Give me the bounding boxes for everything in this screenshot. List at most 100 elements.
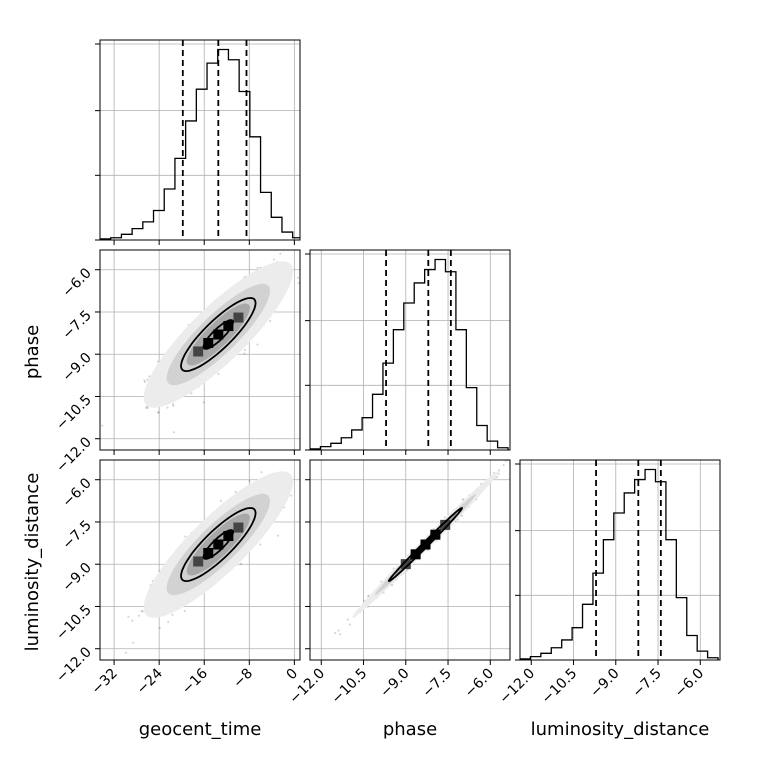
density-core: [233, 312, 244, 323]
density-core: [203, 547, 214, 558]
sample-point: [172, 431, 175, 434]
sample-point: [297, 282, 300, 285]
y-tick-label-luminosity-distance: −7.5: [59, 517, 94, 552]
sample-point: [260, 471, 263, 474]
sample-point: [101, 424, 104, 427]
x-tick-label-geocent-time: −8: [230, 666, 256, 692]
sample-point: [140, 610, 143, 613]
panel-frame: [309, 249, 511, 451]
histogram-luminosity-distance: [520, 468, 719, 660]
sample-point: [190, 392, 193, 395]
x-tick-label-luminosity-distance: −6.0: [672, 666, 707, 701]
x-axis-label-phase: phase: [383, 719, 437, 740]
contour-2-sigma: [202, 529, 234, 560]
sample-point: [243, 348, 246, 351]
x-tick-label-luminosity-distance: −10.5: [539, 666, 581, 708]
panel-luminosity-distance-histogram: −12.0 −10.5 −9.0 −7.5 −6.0: [496, 459, 721, 708]
x-tick-label-phase: −6.0: [462, 666, 497, 701]
sample-point: [184, 535, 187, 538]
sample-point: [526, 436, 528, 438]
sample-point: [346, 618, 349, 621]
sample-point: [157, 411, 160, 414]
sample-point: [141, 610, 144, 613]
x-tick-label-luminosity-distance: −12.0: [496, 666, 538, 708]
sample-point: [495, 475, 499, 479]
contour-3-sigma: [213, 329, 224, 340]
density-core: [233, 522, 244, 533]
sample-point: [217, 372, 220, 375]
sample-point: [148, 375, 151, 378]
panel-frame: [519, 459, 721, 661]
y-tick-label-phase: −9.0: [59, 350, 94, 385]
sample-point: [269, 319, 272, 323]
density-core: [193, 556, 204, 567]
y-axis-label-luminosity-distance: luminosity_distance: [22, 473, 43, 652]
sample-point: [301, 266, 303, 268]
sample-point: [167, 620, 170, 623]
contour-1-sigma: [180, 507, 257, 583]
sample-point: [157, 410, 160, 414]
contour-1-sigma: [180, 297, 257, 373]
x-tick-label-geocent-time: −32: [89, 666, 121, 698]
sample-point: [460, 514, 464, 517]
histogram-geocent-time: [100, 48, 300, 240]
x-tick-label-luminosity-distance: −9.0: [587, 666, 622, 701]
sample-point: [279, 252, 282, 255]
sample-point: [276, 534, 280, 537]
sample-point: [132, 641, 135, 644]
sample-point: [304, 241, 306, 243]
contour-1-sigma: [387, 507, 463, 583]
density-core: [193, 346, 204, 357]
contour-3-sigma: [213, 539, 224, 550]
panel-geocent-time-histogram: [95, 39, 301, 245]
sample-point: [166, 406, 169, 409]
contour-2-sigma: [410, 529, 441, 560]
x-tick-label-luminosity-distance: −7.5: [630, 666, 665, 701]
density-core: [203, 337, 214, 348]
y-tick-label-phase: −6.0: [59, 265, 94, 300]
contour-3-sigma: [420, 539, 431, 550]
sample-point: [131, 619, 134, 622]
panel-luminosity-distance-vs-phase: −12.0 −10.5 −9.0 −7.5 −6.0: [286, 436, 528, 708]
sample-point: [497, 469, 501, 472]
sample-point: [145, 406, 148, 409]
panel-luminosity-distance-vs-geocent-time: −32 −24 −16 −8 0 −12.0−10.5 −9.0 −7.5 −6.0: [53, 459, 302, 698]
sample-point: [348, 623, 352, 626]
x-tick-label-phase: −9.0: [377, 666, 412, 701]
sample-point: [303, 263, 305, 265]
x-tick-label-geocent-time: −16: [179, 665, 211, 697]
sample-point: [265, 244, 267, 246]
sample-point: [127, 615, 130, 618]
sample-point: [392, 567, 395, 570]
x-tick-label-geocent-time: 0: [284, 666, 302, 684]
density-core: [400, 559, 411, 570]
sample-point: [339, 633, 342, 636]
sample-point: [259, 543, 262, 546]
sample-point: [137, 614, 141, 617]
sample-point: [124, 651, 128, 654]
x-axis-label-luminosity-distance: luminosity_distance: [531, 719, 710, 740]
x-axis-label-geocent-time: geocent_time: [139, 719, 262, 740]
sample-point: [158, 626, 161, 630]
density-core: [213, 329, 224, 340]
contour-2-sigma: [202, 319, 234, 350]
x-tick-label-phase: −7.5: [420, 666, 455, 701]
y-tick-label-luminosity-distance: −10.5: [53, 602, 95, 644]
sample-point: [248, 479, 251, 483]
panel-frame: [99, 249, 301, 451]
sample-point: [202, 401, 205, 404]
sample-point: [497, 472, 500, 476]
sample-point: [502, 464, 505, 467]
sample-point: [171, 403, 175, 406]
sample-point: [144, 380, 147, 384]
x-tick-label-phase: −10.5: [329, 666, 371, 708]
panel-frame: [309, 459, 511, 661]
density-core: [223, 531, 234, 542]
y-tick-label-phase: −7.5: [59, 307, 94, 342]
sample-point: [290, 494, 293, 497]
y-tick-label-luminosity-distance: −9.0: [59, 560, 94, 595]
y-axis-label-phase: phase: [22, 325, 43, 379]
sample-point: [219, 499, 222, 503]
panel-frame: [99, 39, 301, 241]
